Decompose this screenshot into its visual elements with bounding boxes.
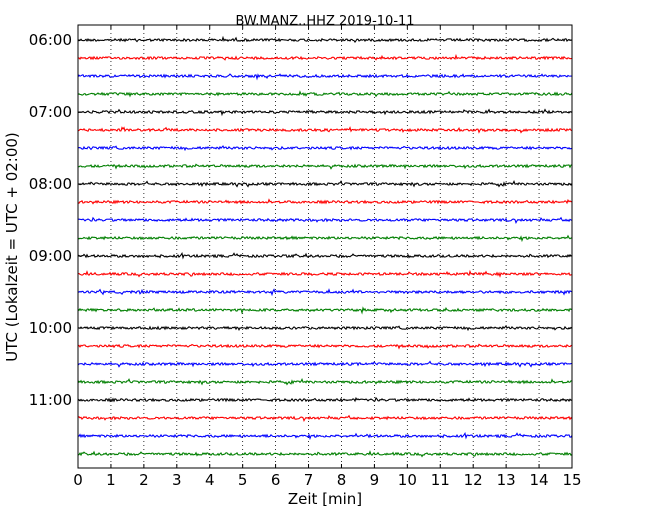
x-tick-label: 1	[106, 471, 116, 489]
x-tick-label: 9	[370, 471, 380, 489]
plot-frame	[77, 24, 573, 469]
trace-line	[77, 108, 573, 117]
x-tick-label: 11	[431, 471, 450, 489]
trace-line	[77, 396, 573, 403]
trace-line	[77, 450, 573, 458]
y-tick-label: 09:00	[29, 247, 72, 265]
x-tick-label: 12	[464, 471, 483, 489]
x-tick-label: 8	[337, 471, 347, 489]
x-tick-label: 5	[238, 471, 248, 489]
trace-line	[77, 73, 573, 81]
x-tick-label: 10	[398, 471, 417, 489]
trace-line	[77, 269, 573, 278]
y-tick-label: 11:00	[29, 391, 72, 409]
trace-line	[77, 252, 573, 260]
y-axis-label: UTC (Lokalzeit = UTC + 02:00)	[3, 132, 21, 362]
trace-line	[77, 216, 573, 224]
trace-line	[77, 234, 573, 243]
x-tick-label: 6	[271, 471, 281, 489]
x-axis-label: Zeit [min]	[288, 490, 362, 508]
trace-line	[77, 414, 573, 422]
trace-line	[77, 53, 573, 61]
trace-line	[77, 163, 573, 170]
trace-line	[77, 126, 573, 134]
trace-line	[77, 306, 573, 315]
x-tick-label: 2	[139, 471, 149, 489]
trace-line	[77, 360, 573, 368]
trace-line	[77, 198, 573, 205]
trace-line	[77, 288, 573, 297]
y-tick-label: 06:00	[29, 31, 72, 49]
x-tick-label: 7	[304, 471, 314, 489]
trace-line	[77, 325, 573, 332]
x-tick-label: 3	[172, 471, 182, 489]
trace-line	[77, 343, 573, 350]
trace-line	[77, 90, 573, 98]
trace-line	[77, 179, 573, 188]
x-tick-label: 15	[562, 471, 581, 489]
trace-line	[77, 377, 573, 386]
y-tick-label: 10:00	[29, 319, 72, 337]
x-tick-label: 14	[530, 471, 549, 489]
trace-layer	[77, 35, 573, 458]
trace-line	[77, 145, 573, 152]
axis-ticks: 0 1 2 3 4 5 6 7 8 9 10 11 12 13 14 1506:0007:0008:0009:…	[29, 25, 582, 489]
trace-line	[77, 35, 573, 44]
x-tick-label: 4	[205, 471, 215, 489]
y-tick-label: 07:00	[29, 103, 72, 121]
chart-title: BW.MANZ..HHZ 2019-10-11	[235, 14, 414, 29]
x-tick-label: 13	[497, 471, 516, 489]
y-tick-label: 08:00	[29, 175, 72, 193]
x-tick-label: 0	[73, 471, 83, 489]
trace-line	[77, 432, 573, 441]
